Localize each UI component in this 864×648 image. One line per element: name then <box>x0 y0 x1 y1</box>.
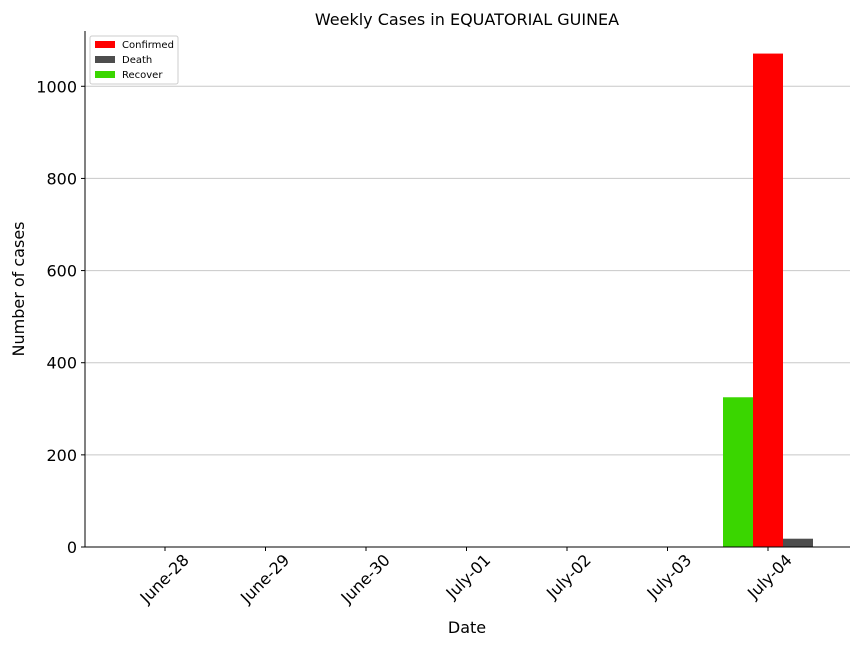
x-tick-label: June-29 <box>236 550 293 607</box>
bar-recover-july-04 <box>723 397 753 547</box>
x-tick-label: July-03 <box>643 550 696 603</box>
bar-death-july-04 <box>783 538 813 547</box>
y-tick-label: 600 <box>46 262 77 281</box>
y-tick-label: 800 <box>46 169 77 188</box>
x-tick-label: July-02 <box>542 550 595 603</box>
legend-swatch-death <box>95 56 115 63</box>
y-tick-label: 1000 <box>36 77 77 96</box>
y-tick-label: 400 <box>46 354 77 373</box>
x-axis-label: Date <box>448 618 486 637</box>
y-axis-label: Number of cases <box>9 222 28 357</box>
x-tick-label: July-04 <box>743 550 796 603</box>
x-ticks: June-28 June-29 June-30 July-01 July-02 July-… <box>136 547 796 608</box>
gridlines <box>85 85 850 456</box>
legend-swatch-recover <box>95 71 115 78</box>
x-tick-label: July-01 <box>442 550 495 603</box>
x-tick-label: June-30 <box>337 550 394 607</box>
y-tick-label: 0 <box>67 538 77 557</box>
axes <box>84 31 850 548</box>
legend-label-confirmed: Confirmed <box>122 40 174 51</box>
legend-swatch-confirmed <box>95 41 115 48</box>
y-ticks: 0 200 400 600 800 1000 <box>36 77 85 557</box>
y-tick-label: 200 <box>46 446 77 465</box>
bars <box>723 53 813 547</box>
chart-title: Weekly Cases in EQUATORIAL GUINEA <box>315 10 619 29</box>
legend-label-death: Death <box>122 55 152 66</box>
x-tick-label: June-28 <box>136 550 193 607</box>
legend: Confirmed Death Recover <box>89 35 179 85</box>
bar-confirmed-july-04 <box>753 53 783 547</box>
legend-label-recover: Recover <box>122 70 163 81</box>
